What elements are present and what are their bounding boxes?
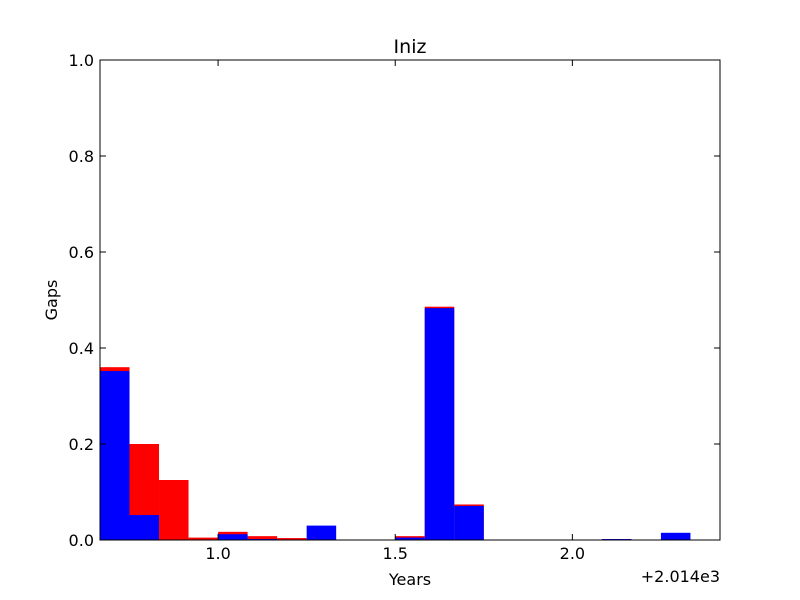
bar-series2-bin2	[129, 515, 160, 540]
bar-series1-bin6	[247, 536, 278, 540]
x-tick-label: 2.0	[560, 544, 585, 563]
ticks-group: 1.0 1.5 2.0 0.0 0.2 0.4 0.6 0.8 1.0	[69, 51, 720, 563]
y-axis-label: Gaps	[42, 280, 61, 321]
x-offset-label: +2.014e3	[641, 567, 720, 586]
y-tick-label: 0.4	[69, 339, 94, 358]
bar-series1-bin3	[159, 480, 189, 540]
bar-series2-bin1	[100, 371, 130, 540]
bar-series2-bin20	[660, 532, 691, 540]
x-axis-label: Years	[388, 570, 431, 589]
plot-frame	[99, 59, 721, 541]
y-tick-label: 1.0	[69, 51, 94, 70]
bar-series1-bin4	[188, 537, 219, 540]
bar-series2-bin11	[395, 537, 425, 540]
bar-series2-bin8	[306, 525, 337, 540]
bars-group	[100, 306, 691, 540]
y-tick-label: 0.8	[69, 147, 94, 166]
bar-series2-bin12	[424, 308, 455, 540]
bar-series2-bin13	[454, 505, 484, 540]
chart-title: Iniz	[394, 36, 427, 58]
x-tick-label: 1.5	[382, 544, 407, 563]
x-tick-label: 1.0	[205, 544, 230, 563]
y-tick-label: 0.0	[69, 531, 94, 550]
bar-series1-bin7	[277, 538, 307, 540]
bar-series2-bin5	[218, 534, 248, 540]
y-tick-label: 0.2	[69, 435, 94, 454]
y-tick-label: 0.6	[69, 243, 94, 262]
